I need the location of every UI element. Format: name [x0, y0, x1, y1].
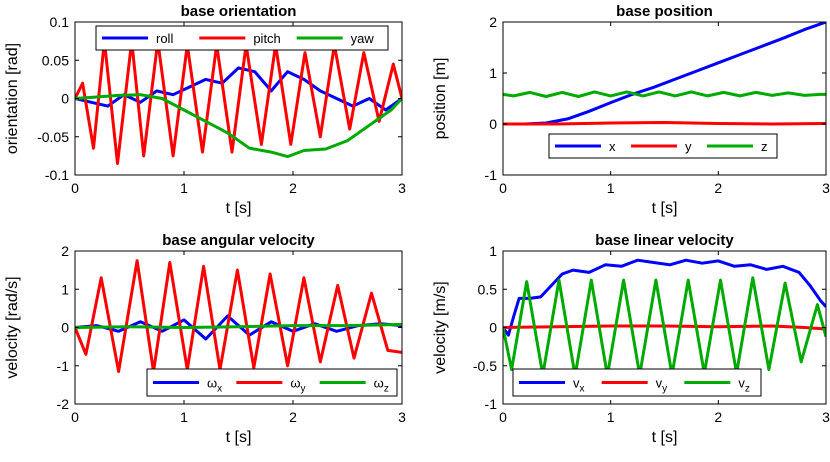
legend-label-vy: vy [656, 376, 668, 395]
x-axis-label: t [s] [226, 200, 252, 217]
legend: ωx ωy ωz [146, 368, 398, 397]
legend-label-x: x [609, 139, 616, 154]
y-tick-label: -1 [485, 167, 498, 183]
series-line-roll [75, 66, 402, 112]
axes-frame [502, 21, 827, 176]
legend-label-wy: ωy [290, 376, 305, 395]
legend-label-vz: vz [738, 376, 750, 395]
y-tick-label: 1 [489, 65, 497, 81]
x-tick-label: 2 [714, 409, 722, 425]
x-tick-label: 0 [71, 180, 79, 196]
y-tick-label: 2 [61, 243, 69, 259]
chart-panel-3: 0 1 2 3 -2 -1 0 1 2 base angular velocity t [s] vel… [4, 232, 406, 446]
y-tick-label: 0.5 [478, 281, 498, 297]
series-line-y [503, 121, 826, 126]
legend: x y z [548, 133, 778, 159]
legend-label-vx: vx [573, 376, 585, 395]
y-tick-label: -1 [485, 396, 498, 412]
y-axis-label: orientation [rad] [4, 43, 21, 154]
series-line-z [503, 90, 826, 98]
x-tick-label: 2 [289, 180, 297, 196]
series-line-pitch [75, 39, 402, 165]
y-axis-label: velocity [rad/s] [4, 276, 21, 378]
x-axis-label: t [s] [652, 429, 678, 446]
x-tick-label: 3 [398, 180, 406, 196]
series-line-vz [503, 276, 826, 378]
y-tick-label: 1 [489, 243, 497, 259]
legend-label-roll: roll [156, 31, 173, 46]
x-axis-label: t [s] [652, 200, 678, 217]
y-tick-label: -1 [57, 358, 70, 374]
series-line-yaw [75, 93, 402, 159]
x-tick-label: 1 [180, 180, 188, 196]
y-tick-label: -0.5 [473, 358, 497, 374]
series-line-wy [75, 259, 402, 373]
y-tick-label: 0.1 [50, 14, 70, 30]
legend-label-yaw: yaw [351, 31, 375, 46]
x-tick-label: 1 [607, 409, 615, 425]
y-tick-label: 0.05 [42, 52, 69, 68]
y-tick-label: -2 [57, 396, 70, 412]
x-tick-label: 3 [822, 409, 830, 425]
y-tick-label: 0 [489, 320, 497, 336]
legend-label-z: z [761, 139, 768, 154]
x-tick-label: 3 [822, 180, 830, 196]
y-tick-label: 0 [489, 116, 497, 132]
x-tick-label: 2 [714, 180, 722, 196]
y-axis-label: velocity [m/s] [432, 281, 449, 373]
chart-title: base linear velocity [595, 232, 734, 249]
y-tick-label: 0 [61, 320, 69, 336]
series-line-x [503, 22, 826, 126]
y-tick-label: -0.05 [37, 129, 69, 145]
y-tick-label: 2 [489, 14, 497, 30]
y-tick-label: -0.1 [45, 167, 69, 183]
chart-title: base orientation [181, 3, 297, 20]
y-tick-label: 0 [61, 91, 69, 107]
chart-title: base angular velocity [162, 232, 315, 249]
x-tick-label: 3 [398, 409, 406, 425]
series-line-vx [503, 258, 826, 337]
x-tick-label: 1 [180, 409, 188, 425]
series-line-wz [75, 322, 402, 329]
y-tick-label: 1 [61, 281, 69, 297]
x-tick-label: 0 [499, 409, 507, 425]
chart-title: base position [616, 3, 713, 20]
legend-label-wz: ωz [374, 376, 389, 395]
chart-panel-4: 0 1 2 3 -1 -0.5 0 0.5 1 base linear velocity t [s]… [432, 232, 830, 446]
x-tick-label: 0 [499, 180, 507, 196]
chart-panel-1: 0 1 2 3 -0.1 -0.05 0 0.05 0.1 base orientation t [… [4, 3, 406, 217]
legend-label-wx: ωx [207, 376, 222, 395]
x-axis-label: t [s] [226, 429, 252, 446]
legend-label-pitch: pitch [253, 31, 280, 46]
x-tick-label: 2 [289, 409, 297, 425]
legend: roll pitch yaw [95, 25, 389, 51]
y-axis-label: position [m] [432, 58, 449, 140]
legend: vx vy vz [512, 368, 762, 397]
x-tick-label: 1 [607, 180, 615, 196]
legend-label-y: y [685, 139, 692, 154]
x-tick-label: 0 [71, 409, 79, 425]
